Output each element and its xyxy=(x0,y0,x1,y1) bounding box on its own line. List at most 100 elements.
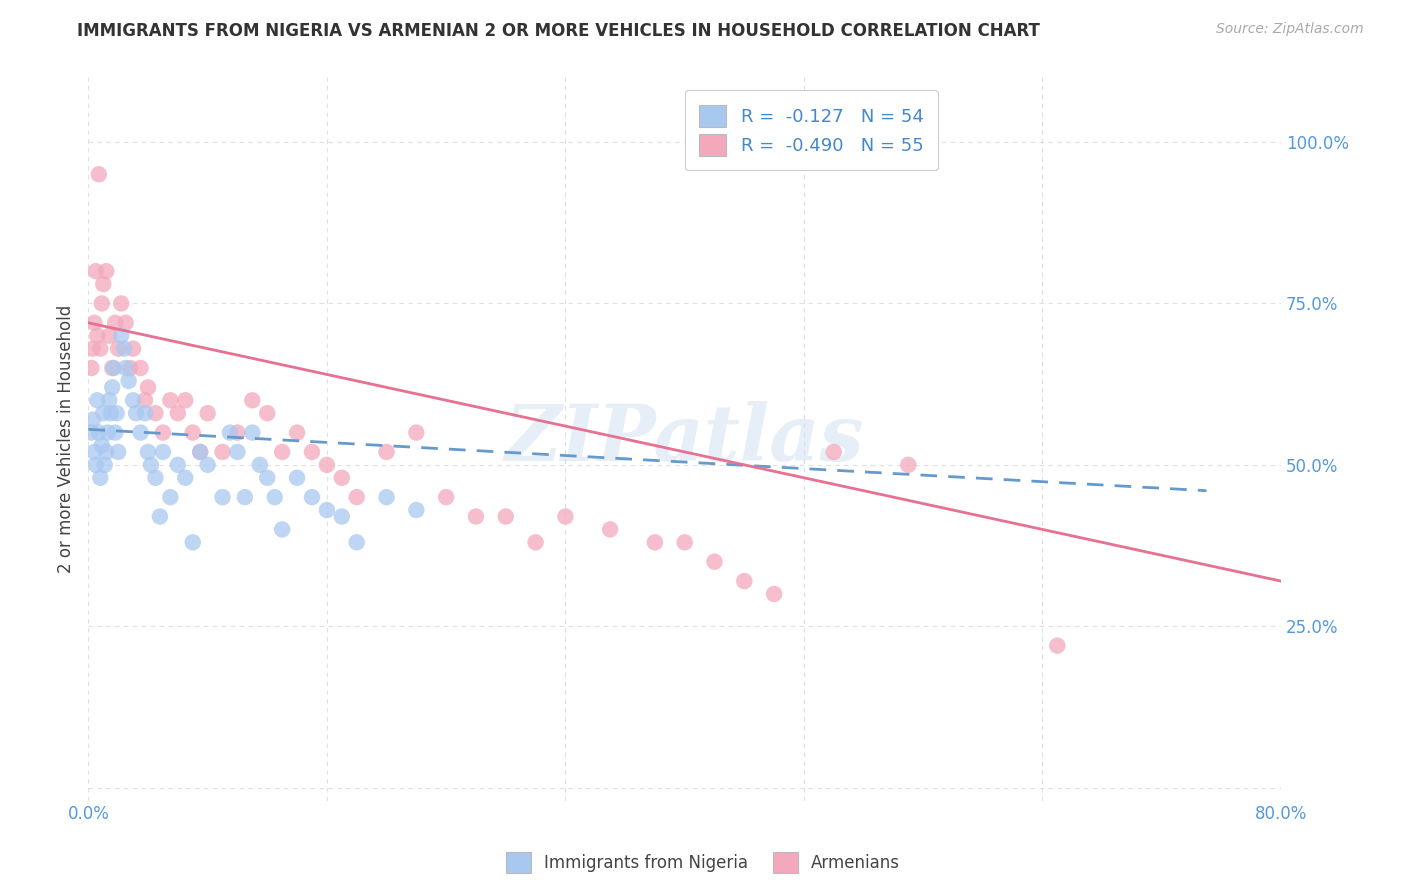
Point xyxy=(107,445,129,459)
Legend: R =  -0.127   N = 54, R =  -0.490   N = 55: R = -0.127 N = 54, R = -0.490 N = 55 xyxy=(685,90,938,170)
Point xyxy=(136,380,159,394)
Point xyxy=(159,490,181,504)
Point xyxy=(174,393,197,408)
Point xyxy=(315,503,337,517)
Point xyxy=(211,490,233,504)
Point xyxy=(90,296,112,310)
Point xyxy=(315,458,337,472)
Point xyxy=(96,445,118,459)
Point xyxy=(134,406,156,420)
Point xyxy=(346,535,368,549)
Point xyxy=(86,393,108,408)
Point xyxy=(434,490,457,504)
Point xyxy=(188,445,211,459)
Point xyxy=(375,445,398,459)
Point xyxy=(405,425,427,440)
Point xyxy=(110,328,132,343)
Point xyxy=(91,277,114,291)
Point xyxy=(233,490,256,504)
Point xyxy=(139,458,162,472)
Point xyxy=(897,458,920,472)
Point xyxy=(188,445,211,459)
Point xyxy=(129,361,152,376)
Point xyxy=(103,361,125,376)
Point xyxy=(120,361,142,376)
Point xyxy=(285,425,308,440)
Point xyxy=(197,458,219,472)
Point xyxy=(256,406,278,420)
Point xyxy=(166,406,188,420)
Point xyxy=(98,328,121,343)
Point xyxy=(524,535,547,549)
Point xyxy=(330,509,353,524)
Point xyxy=(87,425,110,440)
Point xyxy=(80,425,103,440)
Point xyxy=(134,393,156,408)
Point xyxy=(375,490,398,504)
Point xyxy=(101,361,124,376)
Point xyxy=(159,393,181,408)
Point xyxy=(145,471,167,485)
Point xyxy=(107,342,129,356)
Point xyxy=(599,523,621,537)
Point xyxy=(271,523,294,537)
Point xyxy=(94,458,117,472)
Point xyxy=(110,296,132,310)
Point xyxy=(301,445,323,459)
Point xyxy=(703,555,725,569)
Point xyxy=(226,445,249,459)
Point xyxy=(219,425,242,440)
Point xyxy=(405,503,427,517)
Point xyxy=(197,406,219,420)
Point xyxy=(122,342,145,356)
Point xyxy=(240,425,263,440)
Point xyxy=(152,425,174,440)
Point xyxy=(82,412,104,426)
Point xyxy=(249,458,271,472)
Point xyxy=(112,342,135,356)
Point xyxy=(105,406,128,420)
Point xyxy=(256,471,278,485)
Point xyxy=(89,471,111,485)
Y-axis label: 2 or more Vehicles in Household: 2 or more Vehicles in Household xyxy=(58,305,75,574)
Point xyxy=(330,471,353,485)
Point xyxy=(129,425,152,440)
Point xyxy=(97,425,120,440)
Point xyxy=(174,471,197,485)
Point xyxy=(301,490,323,504)
Point xyxy=(181,535,204,549)
Point xyxy=(166,458,188,472)
Point xyxy=(91,406,114,420)
Point xyxy=(114,316,136,330)
Point xyxy=(83,316,105,330)
Text: ZIPatlas: ZIPatlas xyxy=(505,401,865,477)
Text: IMMIGRANTS FROM NIGERIA VS ARMENIAN 2 OR MORE VEHICLES IN HOUSEHOLD CORRELATION : IMMIGRANTS FROM NIGERIA VS ARMENIAN 2 OR… xyxy=(77,22,1040,40)
Point xyxy=(125,406,148,420)
Point xyxy=(104,316,127,330)
Point xyxy=(263,490,285,504)
Point xyxy=(83,445,105,459)
Point xyxy=(89,342,111,356)
Point xyxy=(104,425,127,440)
Legend: Immigrants from Nigeria, Armenians: Immigrants from Nigeria, Armenians xyxy=(499,846,907,880)
Point xyxy=(100,406,122,420)
Point xyxy=(82,342,104,356)
Point xyxy=(114,361,136,376)
Point xyxy=(152,445,174,459)
Point xyxy=(145,406,167,420)
Point xyxy=(465,509,488,524)
Point xyxy=(149,509,172,524)
Point xyxy=(644,535,666,549)
Point xyxy=(823,445,845,459)
Point xyxy=(87,167,110,181)
Point xyxy=(240,393,263,408)
Point xyxy=(90,438,112,452)
Point xyxy=(101,380,124,394)
Point xyxy=(211,445,233,459)
Point xyxy=(554,509,576,524)
Point xyxy=(96,264,118,278)
Point xyxy=(673,535,696,549)
Point xyxy=(495,509,517,524)
Point xyxy=(86,328,108,343)
Point xyxy=(285,471,308,485)
